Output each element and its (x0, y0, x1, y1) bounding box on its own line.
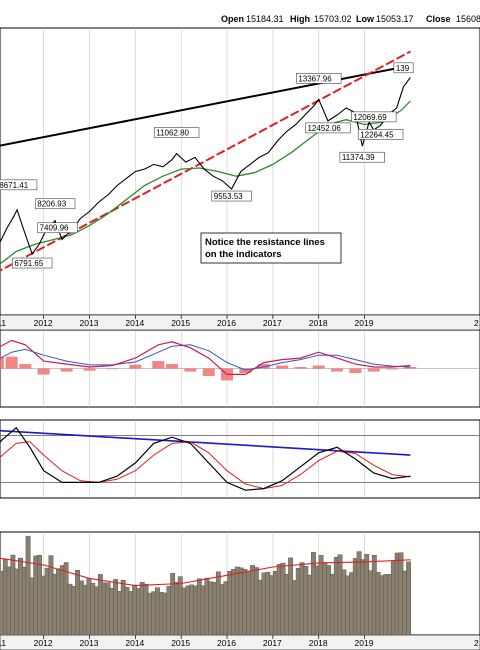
macd-histogram-bar (294, 367, 307, 369)
price-line (0, 77, 411, 256)
high-label: High (290, 14, 310, 24)
volume-bar (406, 561, 411, 636)
x-tick-label: 2016 (217, 638, 236, 648)
x-axis-top: 2011 2012 2013 2014 2015 2016 2017 2018 2019 2 (0, 314, 480, 331)
close-value: 15608 (456, 14, 480, 24)
macd-histogram-bar (312, 365, 325, 369)
support-trendline (0, 50, 411, 272)
price-label-box (34, 198, 76, 210)
macd-histogram-bar (106, 368, 119, 370)
macd-histogram-bar (37, 368, 50, 375)
x-tick-label: 2012 (34, 638, 53, 648)
macd-signal-line (0, 344, 411, 371)
price-label-box (153, 127, 200, 138)
x-tick-label: 2011 (0, 638, 6, 648)
price-label: 8206.93 (37, 200, 66, 209)
low-label: Low (356, 14, 375, 24)
price-label-box (0, 179, 38, 191)
macd-histogram-bar (129, 364, 142, 369)
price-label: 11374.39 (342, 153, 375, 162)
x-tick-label: 2018 (309, 318, 328, 328)
macd-histogram-bar (404, 367, 417, 369)
stochastic-d-line (0, 441, 411, 490)
price-label: 12069.69 (353, 113, 387, 122)
header-bar (0, 10, 480, 28)
price-label-box (296, 73, 342, 84)
price-label-box (351, 111, 397, 123)
x-axis-band (0, 314, 480, 331)
x-tick-label: 2 (474, 318, 479, 328)
high-value: 15703.02 (314, 14, 352, 24)
x-tick-label: 2013 (80, 318, 99, 328)
macd-histogram-bar (19, 364, 32, 369)
price-label-box (305, 122, 351, 134)
macd-histogram-bar (386, 368, 399, 370)
macd-histogram-bar (257, 364, 270, 369)
price-label-box (37, 222, 78, 234)
stochastic-plot (0, 426, 480, 491)
volume-plot (0, 535, 411, 636)
price-label: 6791.65 (14, 259, 43, 268)
macd-histogram-bar (331, 368, 344, 372)
ohlc-readout: Open 15184.31 High 15703.02 Low 15053.17… (221, 14, 480, 24)
x-tick-label: 2014 (125, 638, 144, 648)
annotation-line-1: Notice the resistance lines (205, 237, 325, 248)
macd-plot (0, 339, 480, 381)
stochastic-panel (0, 419, 480, 499)
macd-histogram-bar (276, 365, 289, 369)
price-label: 11062.80 (156, 129, 189, 138)
stochastic-trendline (0, 429, 411, 456)
macd-histogram-bar (152, 361, 165, 369)
open-value: 15184.31 (246, 14, 284, 24)
x-tick-label: 2011 (0, 318, 6, 328)
open-label: Open (221, 14, 244, 24)
x-tick-label: 2012 (34, 318, 53, 328)
macd-histogram-bar (202, 368, 215, 377)
x-tick-label: 2016 (217, 318, 236, 328)
x-tick-label: 2014 (125, 318, 144, 328)
stochastic-k-line (0, 426, 411, 491)
macd-histogram-bar (83, 368, 96, 371)
x-tick-label: 2013 (80, 638, 99, 648)
close-label: Close (426, 14, 451, 24)
macd-histogram-bar (5, 356, 18, 369)
x-tick-label: 2019 (355, 318, 374, 328)
price-label: 7409.96 (40, 224, 69, 233)
x-axis-band (0, 634, 480, 650)
price-label: 13367.96 (298, 74, 332, 83)
price-label: 9553.53 (214, 192, 243, 201)
volume-moving-average (0, 557, 411, 587)
macd-histogram-bar (166, 364, 179, 369)
moving-average-line (0, 100, 411, 265)
price-label-box (339, 151, 385, 163)
price-label-box (357, 128, 404, 140)
annotation-box: Notice the resistance lines on the indic… (200, 232, 342, 264)
price-label: 139 (396, 64, 410, 73)
x-tick-label: 2015 (171, 638, 190, 648)
macd-histogram-bar (349, 368, 362, 374)
macd-histogram-bar (60, 368, 73, 372)
price-label: 12452.06 (307, 124, 341, 133)
macd-histogram-bar (184, 368, 197, 372)
price-label: 12264.45 (360, 130, 394, 139)
x-tick-label: 2015 (171, 318, 190, 328)
x-axis-bottom: 2011 2012 2013 2014 2015 2016 2017 2018 2019 2 (0, 634, 480, 650)
price-label-box (393, 62, 414, 74)
macd-line (0, 339, 411, 375)
macd-histogram-bar (239, 368, 252, 374)
x-tick-label: 2018 (309, 638, 328, 648)
x-tick-label: 2017 (263, 638, 282, 648)
price-label-box (12, 257, 53, 269)
price-plot: 8671.41 6791.65 7409.96 8206.93 11062.80 9553… (0, 50, 414, 272)
price-label: 8671.41 (0, 181, 29, 190)
macd-histogram-bar (367, 368, 380, 372)
low-value: 15053.17 (376, 14, 414, 24)
price-label-box (211, 190, 252, 202)
x-tick-label: 2 (474, 638, 479, 648)
annotation-line-2: on the indicators (205, 249, 282, 260)
x-tick-label: 2017 (263, 318, 282, 328)
x-tick-label: 2019 (355, 638, 374, 648)
macd-histogram-bar (0, 356, 4, 369)
